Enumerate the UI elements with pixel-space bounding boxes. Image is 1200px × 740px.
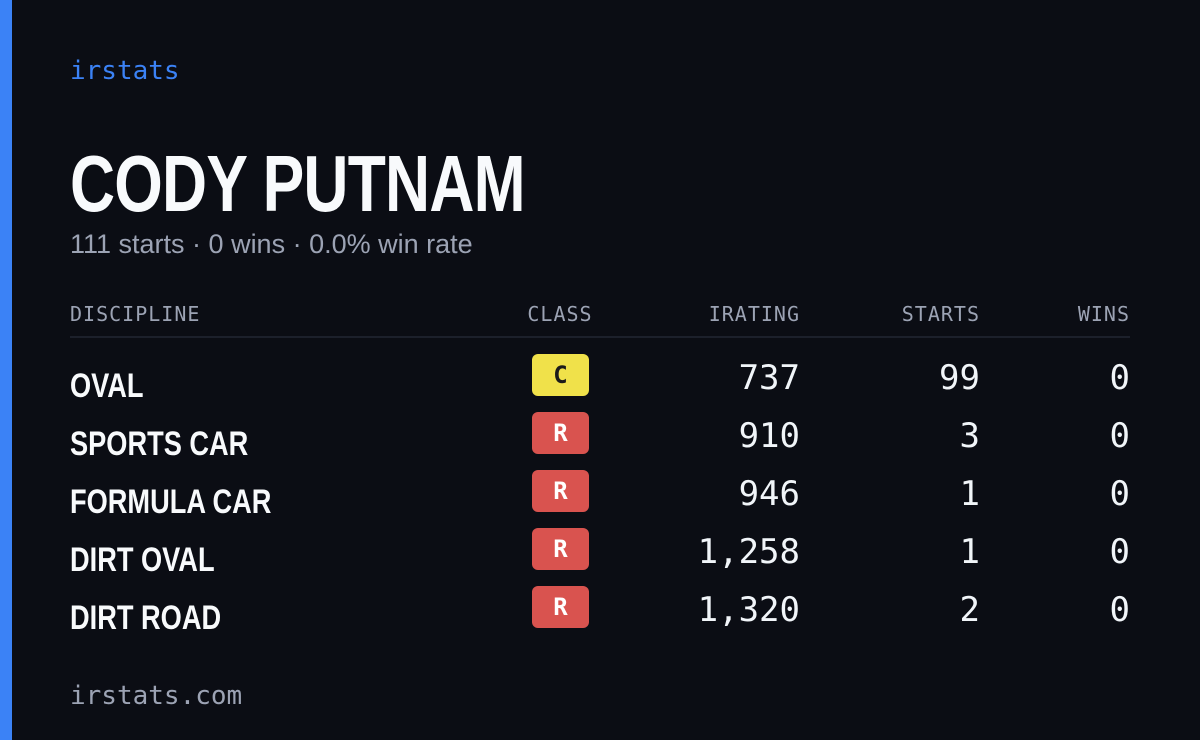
irating-value: 737 — [738, 358, 800, 398]
irating-value: 1,258 — [697, 532, 800, 572]
starts-value: 1 — [959, 474, 980, 514]
wins-value: 0 — [1109, 474, 1130, 514]
accent-bar — [0, 0, 12, 740]
column-header: STARTS — [901, 302, 980, 326]
starts-value: 2 — [959, 590, 980, 630]
discipline-name: SPORTS CAR — [70, 425, 249, 463]
license-class-badge: R — [532, 586, 589, 628]
starts-value: 99 — [939, 358, 980, 398]
wins-value: 0 — [1109, 590, 1130, 630]
discipline-name: DIRT OVAL — [70, 541, 215, 579]
license-class-badge: C — [532, 354, 589, 396]
license-class-badge: R — [532, 412, 589, 454]
discipline-name: OVAL — [70, 367, 144, 405]
brand: irstats — [70, 56, 180, 86]
wins-value: 0 — [1109, 358, 1130, 398]
wins-value: 0 — [1109, 532, 1130, 572]
starts-value: 1 — [959, 532, 980, 572]
driver-summary: 111 starts · 0 wins · 0.0% win rate — [70, 229, 473, 259]
column-header: IRATING — [708, 302, 800, 326]
discipline-name: FORMULA CAR — [70, 483, 272, 521]
license-class-badge: R — [532, 470, 589, 512]
column-header: WINS — [1077, 302, 1130, 326]
wins-value: 0 — [1109, 416, 1130, 456]
footer-url: irstats.com — [70, 681, 243, 711]
irating-value: 910 — [738, 416, 800, 456]
irating-value: 946 — [738, 474, 800, 514]
column-header: CLASS — [527, 302, 593, 326]
license-class-badge: R — [532, 528, 589, 570]
column-header: DISCIPLINE — [70, 302, 201, 326]
irating-value: 1,320 — [697, 590, 800, 630]
driver-name: CODY PUTNAM — [70, 139, 526, 228]
discipline-name: DIRT ROAD — [70, 599, 222, 637]
starts-value: 3 — [959, 416, 980, 456]
header-rule — [70, 336, 1130, 338]
